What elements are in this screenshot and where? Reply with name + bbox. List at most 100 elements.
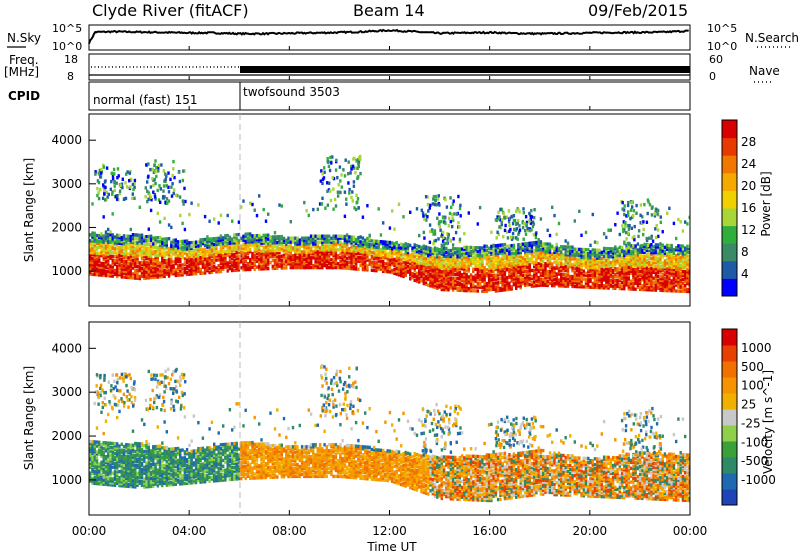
heatmap-cell-3997: [625, 237, 628, 241]
heatmap-cell-2037: [382, 269, 385, 273]
heatmap-cell-446: [140, 243, 144, 247]
heatmap-cell-3887: [614, 286, 617, 290]
heatmap-cell-2502: [445, 258, 448, 262]
heatmap-cell-4095: [636, 252, 640, 256]
heatmap-cell-3595: [575, 257, 579, 261]
heatmap-cell-4452: [677, 277, 680, 281]
heatmap-cell-2208: [409, 277, 412, 281]
heatmap-cell-2204: [406, 248, 410, 253]
heatmap-cell-257: [118, 241, 121, 245]
heatmap-cell-2732: [472, 249, 475, 254]
heatmap-cell-233: [116, 259, 119, 263]
heatmap-cell-1303: [264, 259, 268, 263]
heatmap-cell-601: [161, 274, 164, 279]
heatmap-cell-2573: [454, 272, 457, 277]
heatmap-cell-4332: [663, 277, 667, 281]
heatmap-cell-2239: [413, 264, 416, 269]
heatmap-cell-4670: [157, 169, 160, 173]
heatmap-cell-1135: [240, 252, 243, 256]
heatmap-cell-4041: [632, 283, 635, 287]
heatmap-cell-1669: [321, 240, 324, 244]
heatmap-cell-2286: [420, 265, 423, 269]
heatmap-cell-2542: [449, 252, 452, 257]
heatmap-cell-525: [149, 246, 153, 250]
heatmap-cell-4603: [104, 198, 107, 202]
heatmap-cell-3727: [593, 272, 597, 276]
heatmap-cell-3789: [600, 260, 603, 264]
heatmap-cell-3866: [609, 249, 612, 253]
heatmap-cell-3054: [510, 257, 513, 262]
heatmap-cell-4421: [672, 261, 676, 266]
heatmap-cell-1814: [345, 266, 349, 270]
heatmap-cell-42: [93, 267, 96, 271]
heatmap-cell-965: [215, 266, 218, 270]
heatmap-cell-2589: [456, 272, 459, 277]
heatmap-cell-3739: [593, 240, 597, 244]
heatmap-cell-2411: [436, 284, 439, 288]
heatmap-cell-464: [143, 250, 146, 255]
heatmap-cell-1195: [249, 259, 252, 264]
heatmap-cell-2566: [451, 243, 455, 247]
heatmap-cell-2388: [431, 247, 434, 251]
heatmap-cell-4547: [686, 250, 689, 254]
heatmap-cell-3677: [587, 267, 590, 272]
heatmap-cell-720: [176, 248, 180, 252]
heatmap-cell-3397: [551, 266, 554, 270]
heatmap-cell-3946: [620, 273, 624, 277]
heatmap-cell-2290: [420, 255, 423, 259]
heatmap-cell-3572: [573, 267, 576, 271]
heatmap-cell-2272: [418, 260, 421, 264]
heatmap-cell-4685: [144, 186, 147, 190]
heatmap-cell-3915: [616, 259, 619, 263]
heatmap-cell-162: [107, 250, 110, 254]
heatmap-cell-2338: [427, 271, 430, 275]
heatmap-cell-1364: [273, 252, 277, 257]
heatmap-cell-816: [192, 266, 196, 270]
heatmap-cell-3145: [519, 242, 522, 247]
heatmap-cell-4043: [632, 277, 635, 281]
heatmap-cell-1706: [327, 258, 331, 262]
heatmap-cell-565: [154, 238, 157, 242]
heatmap-cell-1095: [233, 235, 236, 239]
heatmap-cell-1376: [276, 262, 279, 266]
heatmap-cell-4021: [629, 283, 633, 287]
heatmap-cell-534: [152, 271, 155, 276]
heatmap-cell-4638: [129, 185, 132, 189]
heatmap-cell-1674: [323, 262, 326, 266]
heatmap-cell-988: [217, 221, 220, 225]
heatmap-cell-1027: [224, 255, 227, 260]
heatmap-cell-1942: [364, 240, 367, 244]
heatmap-cell-1484: [294, 260, 297, 264]
heatmap-cell-3314: [542, 281, 545, 285]
heatmap-cell-1066: [231, 266, 234, 271]
heatmap-cell-1913: [361, 267, 365, 272]
heatmap-cell-812: [190, 201, 193, 205]
heatmap-cell-1831: [348, 264, 351, 269]
heatmap-cell-1780: [339, 240, 342, 244]
heatmap-cell-2027: [379, 261, 383, 265]
heatmap-cell-1538: [300, 238, 304, 242]
heatmap-cell-4680: [172, 159, 175, 164]
heatmap-cell-2744: [474, 259, 477, 264]
heatmap-cell-3547: [569, 249, 572, 253]
heatmap-cell-4031: [629, 257, 633, 262]
heatmap-cell-2293: [420, 249, 423, 253]
heatmap-cell-860: [199, 269, 202, 273]
heatmap-cell-2276: [418, 250, 421, 255]
heatmap-cell-1688: [325, 265, 328, 270]
heatmap-cell-872: [201, 271, 205, 275]
heatmap-cell-1387: [276, 237, 279, 241]
heatmap-cell-1008: [222, 267, 225, 271]
heatmap-cell-4157: [643, 244, 646, 249]
heatmap-cell-3358: [546, 264, 549, 268]
heatmap-cell-4644: [96, 187, 99, 191]
heatmap-cell-1164: [244, 256, 247, 260]
heatmap-cell-3974: [623, 255, 626, 259]
heatmap-cell-4742: [162, 196, 165, 200]
heatmap-cell-3619: [578, 209, 581, 213]
noise-tick-right-top: 10^5: [707, 22, 737, 35]
heatmap-cell-540: [152, 258, 155, 262]
heatmap-cell-1689: [325, 263, 328, 268]
heatmap-cell-1137: [240, 246, 243, 250]
heatmap-cell-364: [131, 254, 135, 258]
